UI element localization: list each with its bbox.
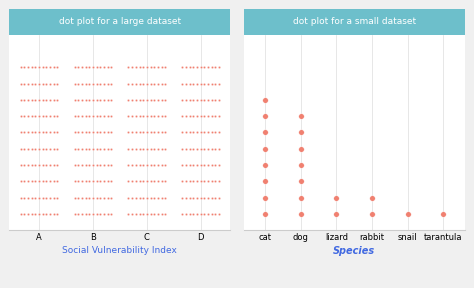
X-axis label: Social Vulnerability Index: Social Vulnerability Index <box>63 246 177 255</box>
Text: dot plot for a large dataset: dot plot for a large dataset <box>59 17 181 26</box>
X-axis label: Species: Species <box>333 246 375 256</box>
Text: dot plot for a small dataset: dot plot for a small dataset <box>292 17 416 26</box>
